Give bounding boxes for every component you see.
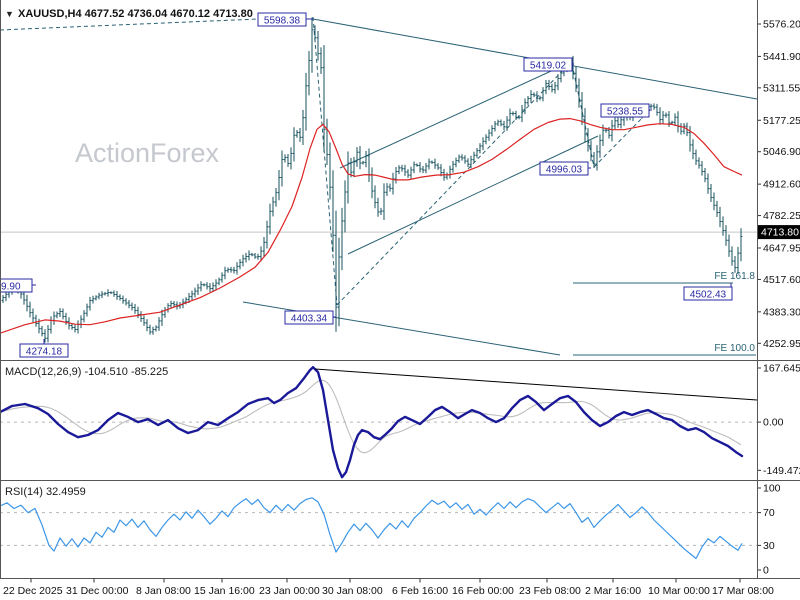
price-axis-label: 5441.90	[763, 51, 800, 63]
price-axis-label: 4517.60	[763, 274, 800, 286]
macd-trendline[interactable]	[314, 368, 758, 401]
moving-average-line[interactable]	[0, 117, 743, 334]
time-axis-label: 30 Jan 08:00	[322, 585, 383, 597]
swing-price-text: 4274.18	[26, 347, 63, 358]
price-axis-label: 5046.90	[763, 146, 800, 158]
time-axis-label: 17 Mar 08:00	[712, 585, 774, 597]
swing-price-label[interactable]: 5238.55	[600, 103, 652, 118]
swing-price-label[interactable]: 4403.34	[284, 310, 336, 325]
current-price-tag	[757, 225, 800, 240]
time-axis-label: 15 Jan 16:00	[194, 585, 255, 597]
symbol-ohlc-title: XAUUSD,H4 4677.52 4736.04 4670.12 4713.8…	[18, 8, 253, 20]
rsi-pane[interactable]	[0, 497, 757, 560]
swing-price-text: 5598.38	[264, 16, 301, 27]
trendline[interactable]	[339, 60, 574, 169]
macd-signal-line[interactable]	[0, 379, 742, 454]
swing-price-text: 5419.02	[530, 61, 567, 72]
time-axis-label: 23 Jan 00:00	[259, 585, 320, 597]
macd-indicator-label: MACD(12,26,9) -104.510 -85.225	[5, 366, 168, 378]
symbol-dropdown-icon[interactable]: ▼	[5, 9, 14, 19]
swing-price-label[interactable]: 4996.03	[539, 161, 591, 176]
rsi-axis-label: 70	[763, 507, 775, 519]
time-axis-label: 31 Dec 00:00	[66, 585, 129, 597]
swing-price-text: 4502.43	[690, 290, 727, 301]
rsi-axis-label: 0	[763, 565, 769, 577]
swing-price-text: 49.90	[0, 282, 21, 293]
swing-price-text: 4996.03	[546, 165, 583, 176]
dashed-trendline[interactable]	[312, 16, 338, 306]
swing-price-text: 5238.55	[607, 107, 644, 118]
swing-price-label[interactable]: 5598.38	[257, 12, 313, 27]
swing-price-label[interactable]: 5419.02	[523, 57, 574, 72]
macd-axis-label: 0.00	[763, 417, 784, 429]
dashed-trendline[interactable]	[0, 18, 259, 31]
price-axis-label: 5311.55	[763, 82, 800, 94]
price-bars-series[interactable]	[1, 17, 743, 343]
macd-pane[interactable]	[0, 366, 758, 479]
time-axis-label: 23 Feb 08:00	[519, 585, 581, 597]
price-axis-label: 4782.25	[763, 210, 800, 222]
price-axis-label: 4383.30	[763, 306, 800, 318]
time-axis-label: 2 Mar 16:00	[585, 585, 641, 597]
rsi-line[interactable]	[0, 497, 743, 560]
price-axis-label: 4647.95	[763, 242, 800, 254]
price-axis-label: 4252.95	[763, 338, 800, 350]
swing-price-label[interactable]: 49.90	[0, 278, 36, 293]
dashed-trendline[interactable]	[593, 109, 651, 168]
price-axis-label: 5177.25	[763, 115, 800, 127]
rsi-axis-label: 100	[763, 483, 781, 495]
trendline[interactable]	[347, 135, 599, 255]
time-axis-label: 22 Dec 2025	[3, 585, 63, 597]
price-axis-label: 5576.20	[763, 19, 800, 31]
current-price-tag-text: 4713.80	[761, 227, 799, 239]
time-axis-label: 10 Mar 00:00	[648, 585, 710, 597]
macd-axis-label: -149.472	[763, 465, 800, 477]
time-axis-label: 8 Jan 08:00	[136, 585, 191, 597]
swing-price-text: 4403.34	[291, 314, 328, 325]
price-pane[interactable]: FE 161.8 FE 100.0 5598.38 5419.02 5238.55 499…	[0, 12, 758, 358]
fib-expansion-label: FE 161.8	[714, 271, 755, 282]
price-axis-label: 4912.60	[763, 179, 800, 191]
rsi-indicator-label: RSI(14) 32.4959	[5, 486, 86, 498]
macd-main-line[interactable]	[0, 366, 744, 479]
swing-price-label[interactable]: 4502.43	[683, 283, 733, 301]
watermark: ActionForex	[75, 138, 220, 168]
trendline[interactable]	[242, 301, 561, 356]
macd-axis-label: 167.645	[763, 363, 800, 375]
rsi-axis-label: 30	[763, 540, 775, 552]
time-axis-label: 6 Feb 16:00	[392, 585, 448, 597]
swing-price-label[interactable]: 4274.18	[19, 339, 69, 358]
fib-expansion-label: FE 100.0	[714, 343, 755, 354]
time-axis-label: 16 Feb 00:00	[452, 585, 514, 597]
